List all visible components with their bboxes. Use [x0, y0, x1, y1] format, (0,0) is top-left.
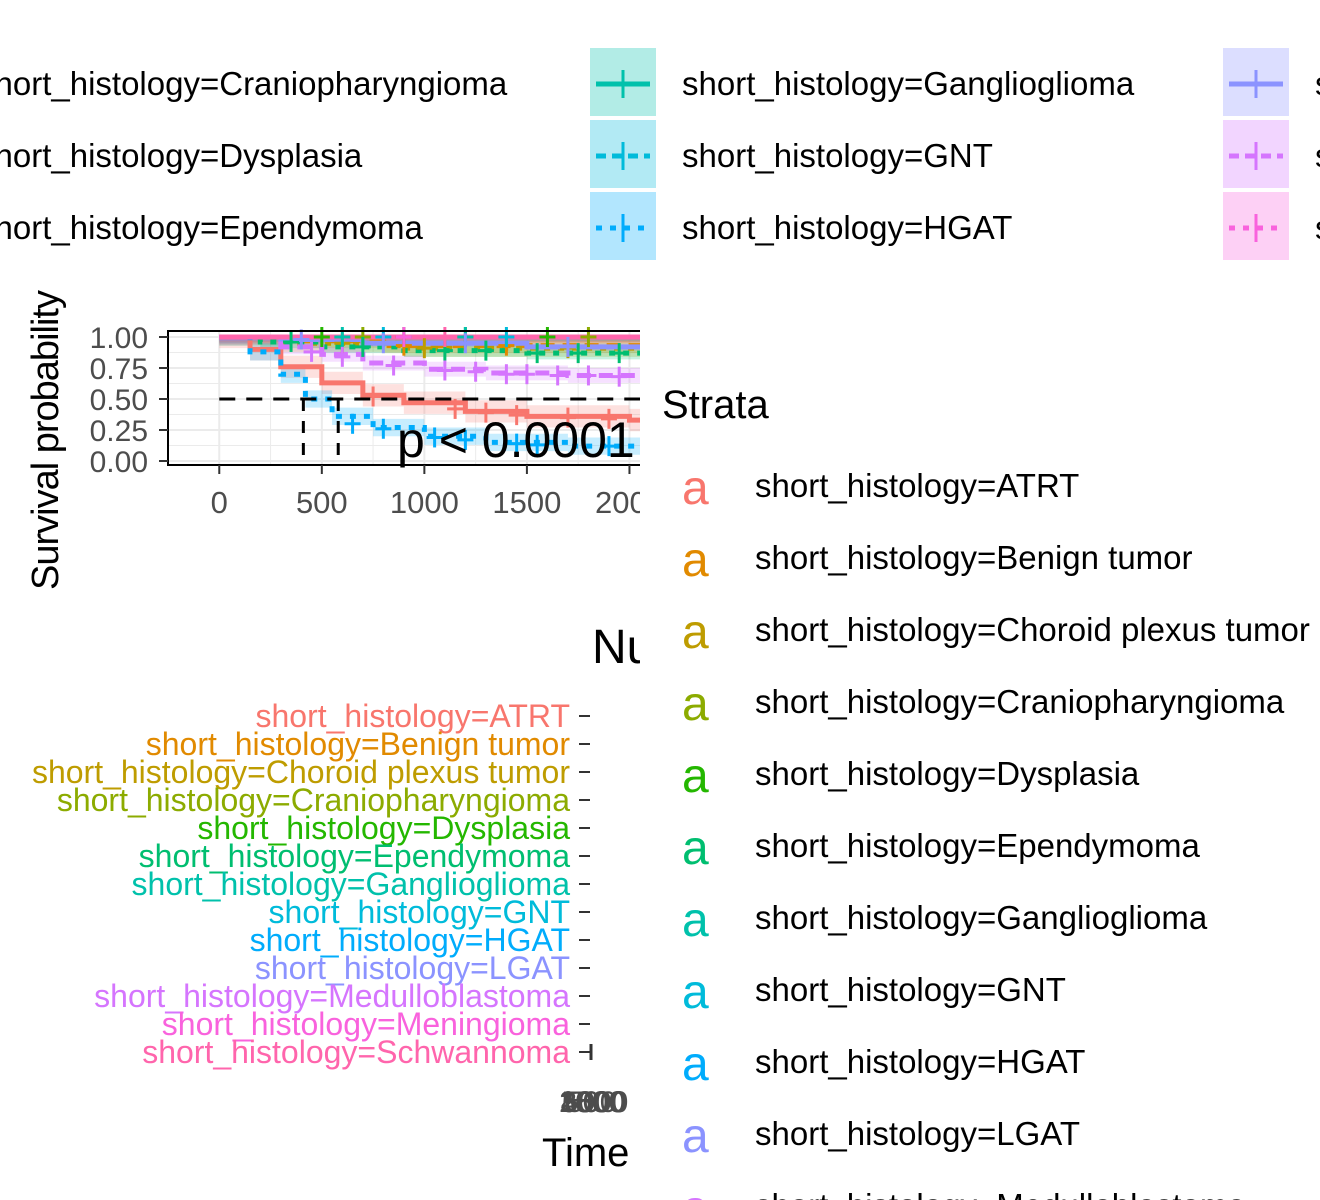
risk-row-label: short_histology=Craniopharyngioma [57, 782, 570, 818]
risk-row-label: short_histology=Choroid plexus tumor [32, 754, 570, 790]
strata-legend-key: a [682, 462, 709, 515]
y-tick-label: 0.75 [90, 353, 148, 386]
strata-legend-label: short_histology=HGAT [755, 1043, 1085, 1080]
strata-legend-title: Strata [662, 383, 769, 427]
risk-x-tick-label: 1000 [558, 1086, 625, 1119]
top-legend-label: short_histology=GNT [682, 137, 993, 174]
strata-legend-key: a [682, 1182, 709, 1200]
strata-legend-label: short_histology=Medulloblastoma [755, 1187, 1246, 1200]
risk-row-label: short_histology=Benign tumor [146, 726, 571, 762]
risk-row-label: short_histology=HGAT [250, 922, 570, 958]
strata-legend-label: short_histology=LGAT [755, 1115, 1080, 1152]
strata-legend-key: a [682, 822, 709, 875]
x-axis-ticks: 0 500 1000 1500 2000 [211, 465, 664, 520]
x-tick-label: 1500 [492, 485, 561, 520]
ci-band [219, 337, 640, 432]
risk-row-label: short_histology=Ependymoma [139, 838, 571, 874]
top-legend-label: short_histology=Ganglioglioma [682, 65, 1135, 102]
strata-legend-label: short_histology=Dysplasia [755, 755, 1140, 792]
risk-row-label: short_histology=Schwannoma [142, 1034, 570, 1070]
strata-legend-background [640, 368, 1320, 1200]
km-plot: p < 0.0001 0 500 1000 1500 2000 [167, 327, 664, 520]
strata-legend-key: a [682, 1110, 709, 1163]
y-axis-ticks: 0.000.250.500.751.00 [90, 322, 168, 479]
x-tick-label: 500 [296, 485, 348, 520]
strata-legend-key: a [682, 750, 709, 803]
risk-x-tick-label: 2000 [559, 1086, 626, 1119]
strata-legend-key: a [682, 1038, 709, 1091]
top-legend-label: short_histology=HGAT [682, 209, 1012, 246]
risk-row-label: short_histology=LGAT [255, 950, 570, 986]
top-legend-label: short_histology=LGAT [1315, 65, 1320, 102]
top-legend-label: short_histology=Ependymoma [0, 209, 423, 246]
risk-table-y-labels: short_histology=ATRTshort_histology=Beni… [32, 698, 593, 1070]
x-tick-label: 0 [211, 485, 228, 520]
risk-row-label: short_histology=Medulloblastoma [94, 978, 570, 1014]
strata-legend-key: a [682, 678, 709, 731]
y-tick-label: 0.25 [90, 415, 148, 448]
top-legend-label: short_histology=Medulloblastoma [1315, 137, 1320, 174]
risk-row-label: short_histology=ATRT [255, 698, 570, 734]
strata-legend-label: short_histology=Craniopharyngioma [755, 683, 1285, 720]
x-tick-label: 2000 [595, 485, 664, 520]
y-axis-title: Survival probability [25, 290, 67, 590]
risk-x-tick-label: 0 [583, 1086, 600, 1119]
top-legend-label: short_histology=Dysplasia [0, 137, 363, 174]
strata-legend-key: a [682, 894, 709, 947]
survival-curve [219, 334, 640, 378]
risk-x-tick-label: 5000 [562, 1086, 629, 1119]
strata-legend-label: short_histology=Ependymoma [755, 827, 1200, 864]
risk-x-tick-label: 3500 [560, 1086, 627, 1119]
x-tick-label: 1000 [390, 485, 459, 520]
top-legend-label: short_histology=Meningioma [1315, 209, 1320, 246]
strata-legend-label: short_histology=GNT [755, 971, 1066, 1008]
strata-legend-label: short_histology=ATRT [755, 467, 1079, 504]
survival-curve [219, 334, 640, 356]
risk-row-label: short_histology=GNT [269, 894, 570, 930]
y-tick-label: 0.00 [90, 446, 148, 479]
risk-x-tick-label: 3000 [560, 1086, 627, 1119]
risk-x-tick-label: 1500 [559, 1086, 626, 1119]
strata-legend-key: a [682, 534, 709, 587]
top-legend: short_histology=Craniopharyngioma short_h… [0, 48, 1320, 260]
risk-row-label: short_histology=Dysplasia [197, 810, 570, 846]
censor-marks [283, 327, 628, 457]
top-legend-label: short_histology=Craniopharyngioma [0, 65, 508, 102]
risk-x-tick-label: 4000 [561, 1086, 628, 1119]
strata-legend-label: short_histology=Benign tumor [755, 539, 1193, 576]
y-tick-label: 1.00 [90, 322, 148, 355]
risk-x-axis-title: Time [542, 1131, 629, 1175]
strata-legend-key: a [682, 606, 709, 659]
risk-row-label: short_histology=Ganglioglioma [132, 866, 571, 902]
risk-x-tick-label: 4500 [561, 1086, 628, 1119]
risk-x-tick-label: 2500 [560, 1086, 627, 1119]
median-lines [219, 397, 640, 465]
risk-x-tick-label: 500 [566, 1086, 616, 1119]
y-tick-label: 0.50 [90, 384, 148, 417]
strata-legend-label: short_histology=Ganglioglioma [755, 899, 1208, 936]
p-value-label: p < 0.0001 [397, 412, 635, 468]
risk-row-label: short_histology=Meningioma [162, 1006, 570, 1042]
strata-legend-label: short_histology=Choroid plexus tumor [755, 611, 1310, 648]
strata-legend-key: a [682, 966, 709, 1019]
